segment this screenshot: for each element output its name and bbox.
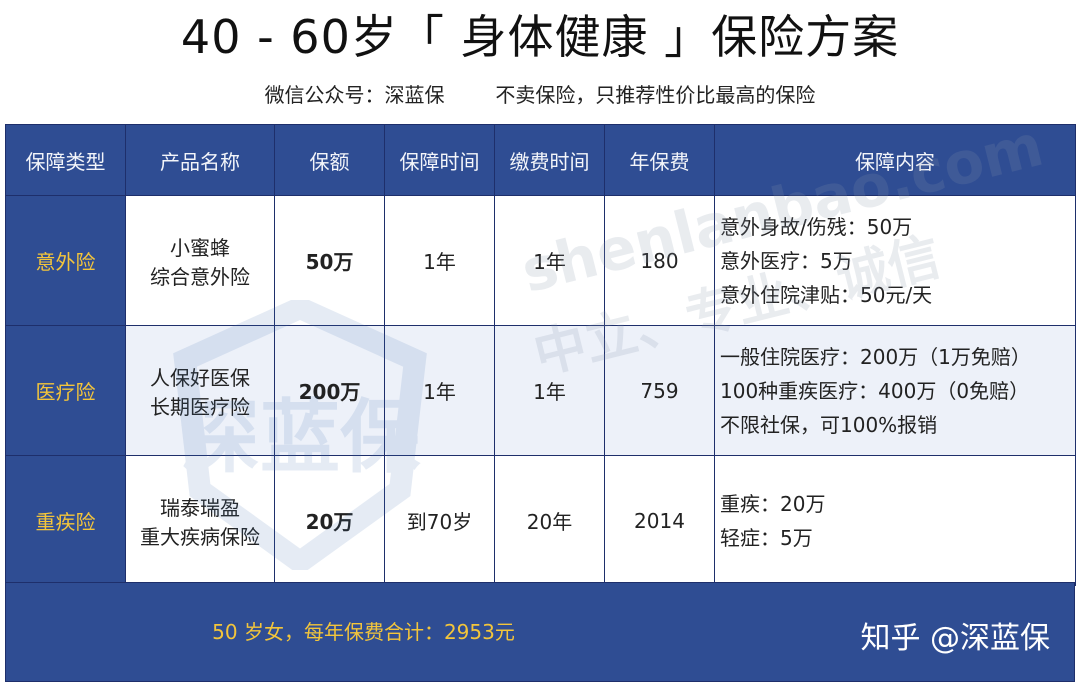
coverage-term: 到70岁 bbox=[384, 455, 495, 586]
product-name: 小蜜蜂 综合意外险 bbox=[125, 195, 275, 326]
header-coverage: 保障内容 bbox=[714, 124, 1076, 196]
coverage-detail: 重疾：20万 轻症：5万 bbox=[714, 455, 1076, 586]
product-name-line: 长期医疗险 bbox=[150, 394, 250, 419]
premium-total-summary: 50 岁女，每年保费合计：2953元 bbox=[212, 620, 515, 644]
product-name-line: 小蜜蜂 bbox=[170, 235, 230, 260]
coverage-detail: 一般住院医疗：200万（1万免赔） 100种重疾医疗：400万（0免赔） 不限社… bbox=[714, 325, 1076, 456]
zhihu-brand-watermark: 知乎 @深蓝保 bbox=[860, 621, 1050, 656]
coverage-amount: 20万 bbox=[274, 455, 385, 586]
product-name: 瑞泰瑞盈 重大疾病保险 bbox=[125, 455, 275, 586]
summary-footer: 50 岁女，每年保费合计：2953元 知乎 @深蓝保 bbox=[5, 582, 1075, 682]
insurance-plan-table: 保障类型 产品名称 保额 保障时间 缴费时间 年保费 保障内容 意外险 小蜜蜂 … bbox=[5, 124, 1076, 586]
coverage-line: 100种重疾医疗：400万（0免赔） bbox=[720, 378, 1030, 403]
coverage-term: 1年 bbox=[384, 325, 495, 456]
coverage-line: 意外住院津贴：50元/天 bbox=[720, 282, 933, 307]
insurance-type: 医疗险 bbox=[5, 325, 126, 456]
payment-term: 1年 bbox=[494, 195, 605, 326]
insurance-type: 意外险 bbox=[5, 195, 126, 326]
coverage-amount: 200万 bbox=[274, 325, 385, 456]
insurance-type: 重疾险 bbox=[5, 455, 126, 586]
payment-term: 1年 bbox=[494, 325, 605, 456]
product-name-line: 瑞泰瑞盈 bbox=[160, 495, 240, 520]
table-row-medical: 医疗险 人保好医保 长期医疗险 200万 1年 1年 759 一般住院医疗：20… bbox=[5, 325, 1076, 456]
table-row-critical-illness: 重疾险 瑞泰瑞盈 重大疾病保险 20万 到70岁 20年 2014 重疾：20万… bbox=[5, 455, 1076, 586]
coverage-line: 意外身故/伤残：50万 bbox=[720, 214, 913, 239]
table-row-accident: 意外险 小蜜蜂 综合意外险 50万 1年 1年 180 意外身故/伤残：50万 … bbox=[5, 195, 1076, 326]
product-name: 人保好医保 长期医疗险 bbox=[125, 325, 275, 456]
page-title: 40 - 60岁「 身体健康 」保险方案 bbox=[180, 10, 900, 64]
header-amount: 保额 bbox=[274, 124, 385, 196]
header-product: 产品名称 bbox=[125, 124, 275, 196]
coverage-detail: 意外身故/伤残：50万 意外医疗：5万 意外住院津贴：50元/天 bbox=[714, 195, 1076, 326]
annual-premium: 759 bbox=[604, 325, 715, 456]
coverage-line: 重疾：20万 bbox=[720, 491, 826, 516]
table-header-row: 保障类型 产品名称 保额 保障时间 缴费时间 年保费 保障内容 bbox=[5, 124, 1076, 196]
product-name-line: 人保好医保 bbox=[150, 365, 250, 390]
coverage-term: 1年 bbox=[384, 195, 495, 326]
annual-premium: 180 bbox=[604, 195, 715, 326]
product-name-line: 重大疾病保险 bbox=[140, 524, 260, 549]
coverage-line: 一般住院医疗：200万（1万免赔） bbox=[720, 344, 1031, 369]
coverage-line: 意外医疗：5万 bbox=[720, 248, 853, 273]
header-premium: 年保费 bbox=[604, 124, 715, 196]
coverage-amount: 50万 bbox=[274, 195, 385, 326]
page-subtitle: 微信公众号：深蓝保 不卖保险，只推荐性价比最高的保险 bbox=[264, 83, 816, 107]
payment-term: 20年 bbox=[494, 455, 605, 586]
header-type: 保障类型 bbox=[5, 124, 126, 196]
header-pay-term: 缴费时间 bbox=[494, 124, 605, 196]
coverage-line: 轻症：5万 bbox=[720, 525, 813, 550]
header-term: 保障时间 bbox=[384, 124, 495, 196]
coverage-line: 不限社保，可100%报销 bbox=[720, 412, 938, 437]
product-name-line: 综合意外险 bbox=[150, 264, 250, 289]
annual-premium: 2014 bbox=[604, 455, 715, 586]
